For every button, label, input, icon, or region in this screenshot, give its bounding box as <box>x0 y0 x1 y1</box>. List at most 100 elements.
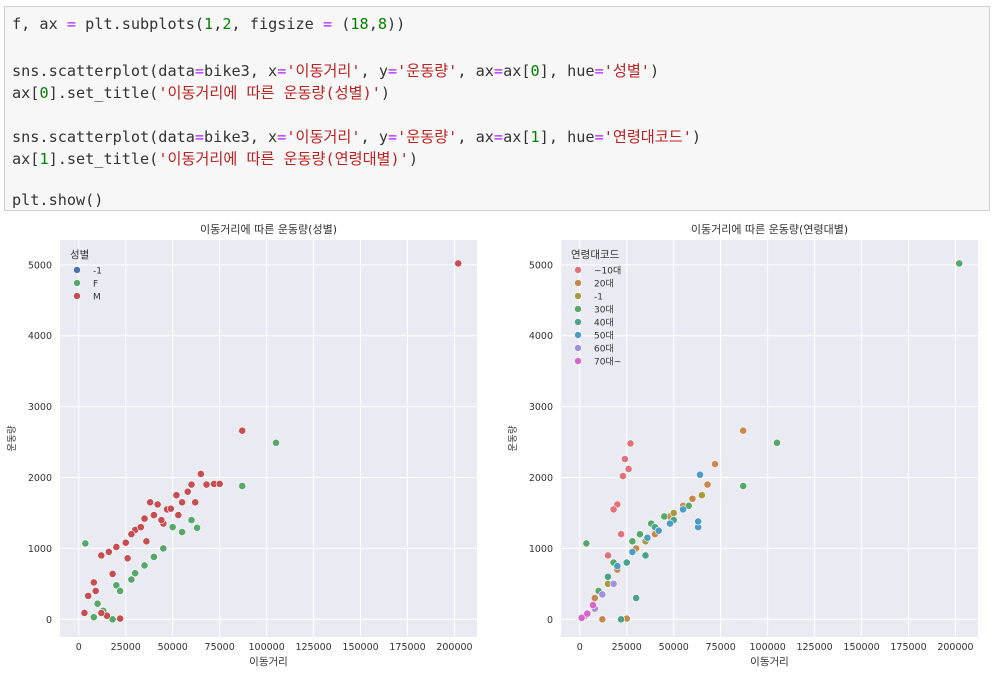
x-tick-label: 25000 <box>111 642 141 653</box>
legend-label: 70대~ <box>594 357 621 368</box>
scatter-point <box>97 608 106 617</box>
y-tick-label: 5000 <box>529 260 553 271</box>
scatter-point <box>617 615 626 624</box>
code-token: ) <box>408 150 418 168</box>
scatter-point <box>187 516 196 524</box>
scatter-point <box>613 562 622 571</box>
code-token: 1 <box>204 15 214 33</box>
code-token: plt.show() <box>12 191 104 209</box>
scatter-point <box>140 514 149 523</box>
charts-output: 0 25000 50000 75000 100000 125000 150000 175000… <box>0 212 998 680</box>
scatter-point <box>696 470 704 479</box>
scatter-point <box>89 578 98 587</box>
scatter-point <box>178 528 186 536</box>
scatter-point <box>116 587 125 595</box>
code-token: '성별' <box>603 62 650 80</box>
x-tick-label: 125000 <box>796 642 832 653</box>
y-tick-label: 2000 <box>529 473 553 484</box>
scatter-point <box>183 487 192 496</box>
code-token: sns.scatterplot(data <box>12 62 195 80</box>
scatter-point <box>89 613 98 622</box>
code-line: sns.scatterplot(data=bike3, x='이동거리', y=… <box>12 125 701 147</box>
plot-area <box>561 240 978 637</box>
y-tick-label: 0 <box>547 615 553 626</box>
code-token: '이동거리' <box>286 128 361 146</box>
scatter-point <box>81 539 90 548</box>
scatter-point <box>97 551 106 560</box>
legend-label: 60대 <box>594 344 614 355</box>
code-token: = <box>277 128 287 146</box>
code-token: , ax <box>457 62 494 80</box>
code-token: = <box>594 62 604 80</box>
code-cell[interactable]: f, ax = plt.subplots(1,2, figsize = (18,… <box>4 6 990 211</box>
x-tick-label: 0 <box>577 642 583 653</box>
code-token: ( <box>332 15 351 33</box>
scatter-point <box>196 470 205 478</box>
x-tick-label: 50000 <box>659 642 689 653</box>
code-token: , <box>368 15 378 33</box>
code-token: 0 <box>39 84 49 102</box>
scatter-point <box>84 591 93 600</box>
code-token: f, ax <box>12 15 67 33</box>
scatter-point <box>80 608 89 617</box>
scatter-point <box>660 512 669 521</box>
scatter-point <box>112 543 121 551</box>
y-tick-label: 2000 <box>28 473 52 484</box>
code-token: , <box>213 15 223 33</box>
code-token: , figsize <box>231 15 323 33</box>
scatter-point <box>215 479 224 488</box>
scatter-point <box>641 551 650 560</box>
code-token: ) <box>380 84 391 102</box>
scatter-point <box>140 561 149 570</box>
scatter-point <box>590 594 599 602</box>
scatter-point <box>127 530 136 539</box>
y-axis-label: 운동량 <box>507 425 519 451</box>
code-token: ) <box>691 128 702 146</box>
x-tick-label: 50000 <box>158 642 188 653</box>
plot-area <box>60 240 477 637</box>
x-tick-label: 0 <box>76 642 82 653</box>
legend: 연령대코드 ~10대 20대 -1 30대 40대 50대 60대 70대~ <box>571 249 621 368</box>
code-token: = <box>277 62 287 80</box>
chart-title: 이동거리에 따른 운동량(연령대별) <box>691 223 848 236</box>
code-token: ax[ <box>503 128 531 146</box>
scatter-point <box>622 558 631 567</box>
legend-marker <box>73 292 81 300</box>
scatter-point <box>582 539 591 548</box>
scatter-point <box>193 523 202 532</box>
code-token: 1 <box>530 128 540 146</box>
chart-title: 이동거리에 따른 운동량(성별) <box>200 223 337 236</box>
code-token: ].set_title( <box>48 84 159 102</box>
code-line: ax[0].set_title('이동거리에 따른 운동량(성별)') <box>12 81 390 103</box>
legend-marker <box>574 344 582 352</box>
scatter-point <box>91 587 100 595</box>
code-line: f, ax = plt.subplots(1,2, figsize = (18,… <box>12 15 405 33</box>
scatter-point <box>146 498 155 507</box>
code-token: = <box>493 62 504 80</box>
y-tick-label: 1000 <box>28 544 52 555</box>
scatter-point <box>609 505 618 514</box>
legend-marker <box>574 292 582 300</box>
y-tick-label: 1000 <box>529 544 553 555</box>
scatter-point <box>654 526 663 535</box>
code-token: 0 <box>530 62 540 80</box>
x-tick-label: 125000 <box>295 642 331 653</box>
x-tick-label: 200000 <box>937 642 973 653</box>
x-tick-label: 100000 <box>248 642 284 653</box>
scatter-point <box>93 599 102 608</box>
scatter-point <box>739 426 748 435</box>
y-tick-label: 4000 <box>28 331 52 342</box>
scatter-point <box>150 552 158 561</box>
scatter-point <box>628 548 637 556</box>
scatter-point <box>669 509 678 517</box>
code-token: 1 <box>39 150 49 168</box>
legend-label: -1 <box>594 293 603 303</box>
code-token: sns.scatterplot(data <box>12 128 195 146</box>
x-tick-label: 100000 <box>749 642 785 653</box>
scatter-point <box>694 517 703 526</box>
code-token: '운동량' <box>397 128 458 146</box>
scatter-point <box>157 516 166 524</box>
code-token: '이동거리에 따른 운동량(성별)' <box>158 84 381 102</box>
scatter-point <box>104 548 113 556</box>
legend-marker <box>574 305 582 313</box>
